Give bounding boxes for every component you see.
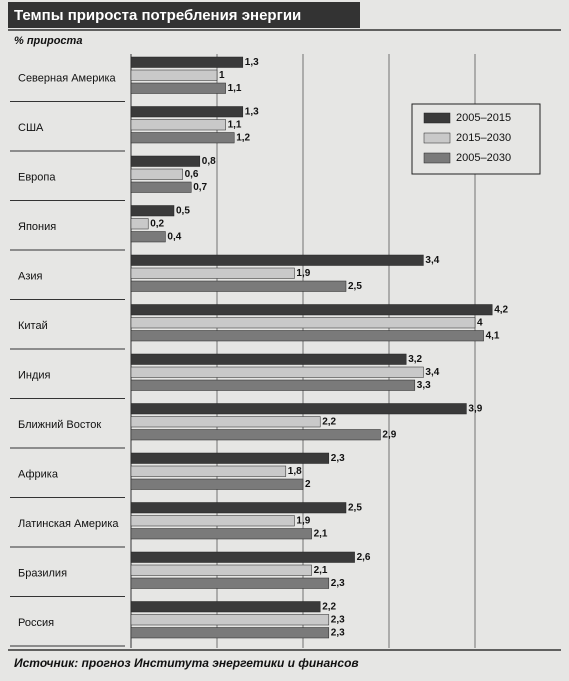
value-label: 4,1: [486, 330, 500, 341]
subtitle: % прироста: [14, 35, 82, 47]
bar: [130, 465, 287, 477]
bar: [130, 106, 244, 118]
category-label: Индия: [18, 370, 51, 382]
bar: [130, 155, 201, 167]
value-label: 1,1: [228, 119, 242, 130]
bar: [130, 132, 235, 144]
legend-label: 2005–2030: [456, 152, 511, 164]
value-label: 0,8: [202, 156, 216, 167]
bar: [130, 614, 330, 626]
legend-label: 2005–2015: [456, 112, 511, 124]
value-label: 2,9: [382, 429, 396, 440]
bar: [130, 502, 347, 514]
bar: [130, 515, 295, 527]
bar: [130, 478, 304, 490]
bar: [130, 551, 355, 563]
category-label: Япония: [18, 221, 56, 233]
bar: [130, 82, 226, 94]
bar: [130, 304, 493, 316]
bar: [130, 366, 424, 378]
bar: [130, 205, 175, 217]
category-label: Европа: [18, 172, 56, 184]
title-bar: [8, 2, 360, 28]
bar: [130, 280, 347, 292]
category-label: Латинская Америка: [18, 518, 119, 530]
bar: [130, 627, 330, 639]
value-label: 4: [477, 317, 483, 328]
bar: [130, 69, 218, 81]
bar: [130, 267, 295, 279]
value-label: 2,3: [331, 453, 345, 464]
value-label: 2,1: [314, 528, 328, 539]
bar: [130, 181, 192, 193]
value-label: 1,1: [228, 83, 242, 94]
value-label: 1,3: [245, 106, 259, 117]
bar: [130, 601, 321, 613]
value-label: 3,2: [408, 354, 422, 365]
value-label: 0,2: [150, 218, 164, 229]
value-label: 2,5: [348, 281, 362, 292]
bar: [130, 528, 312, 540]
value-label: 2,3: [331, 614, 345, 625]
bar: [130, 218, 149, 230]
value-label: 3,4: [425, 367, 439, 378]
bar: [130, 119, 226, 131]
bar: [130, 403, 467, 415]
bar: [130, 168, 183, 180]
bar: [130, 577, 330, 589]
value-label: 2,5: [348, 502, 362, 513]
category-label: США: [18, 122, 44, 134]
value-label: 0,6: [185, 169, 199, 180]
value-label: 0,4: [167, 231, 181, 242]
category-label: Северная Америка: [18, 73, 117, 85]
value-label: 3,4: [425, 255, 439, 266]
bar: [130, 379, 416, 391]
value-label: 4,2: [494, 304, 508, 315]
value-label: 1,8: [288, 466, 302, 477]
value-label: 3,9: [468, 403, 482, 414]
value-label: 2,2: [322, 601, 336, 612]
value-label: 1,9: [296, 268, 310, 279]
legend-swatch: [423, 152, 451, 164]
value-label: 1,3: [245, 57, 259, 68]
value-label: 2,3: [331, 627, 345, 638]
bar: [130, 564, 312, 576]
bar: [130, 416, 321, 428]
legend-label: 2015–2030: [456, 132, 511, 144]
value-label: 2,2: [322, 416, 336, 427]
value-label: 0,5: [176, 205, 190, 216]
value-label: 2,3: [331, 578, 345, 589]
value-label: 2,1: [314, 565, 328, 576]
bar: [130, 317, 476, 329]
legend-swatch: [423, 112, 451, 124]
legend-swatch: [423, 132, 451, 144]
bar: [130, 452, 330, 464]
category-label: Африка: [18, 469, 59, 481]
bar: [130, 353, 407, 365]
value-label: 2,6: [357, 552, 371, 563]
value-label: 1: [219, 70, 225, 81]
category-label: Россия: [18, 617, 54, 629]
value-label: 3,3: [417, 380, 431, 391]
value-label: 0,7: [193, 182, 207, 193]
bar: [130, 429, 381, 441]
bar: [130, 330, 484, 342]
chart-title: Темпы прироста потребления энергии: [14, 7, 301, 24]
category-label: Азия: [18, 271, 43, 283]
category-label: Китай: [18, 320, 48, 332]
category-label: Бразилия: [18, 568, 67, 580]
bar: [130, 56, 244, 68]
value-label: 2: [305, 479, 311, 490]
bar: [130, 231, 166, 243]
value-label: 1,2: [236, 132, 250, 143]
category-label: Ближний Восток: [18, 419, 101, 431]
bar: [130, 254, 424, 266]
value-label: 1,9: [296, 515, 310, 526]
source: Источник: прогноз Института энергетики и…: [14, 656, 359, 670]
